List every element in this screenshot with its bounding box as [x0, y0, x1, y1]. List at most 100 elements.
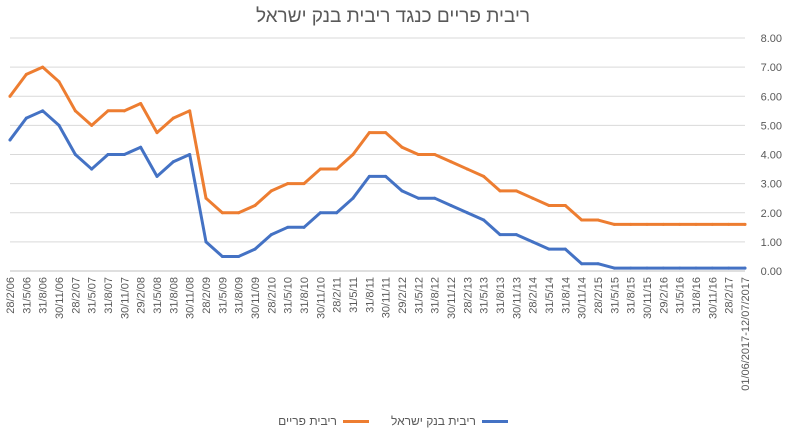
x-tick-label: 30/11/11	[381, 277, 393, 318]
data-point-boi	[710, 266, 714, 270]
x-tick-label: 29/2/16	[658, 277, 670, 314]
data-point-boi	[57, 123, 61, 127]
data-point-prime	[678, 222, 682, 226]
x-tick-label: 31/5/12	[413, 277, 425, 314]
chart-title: ריבית פריים כנגד ריבית בנק ישראל	[255, 6, 531, 27]
data-point-boi	[41, 109, 45, 113]
data-point-boi	[237, 254, 241, 258]
x-tick-label: 30/11/06	[54, 277, 66, 319]
data-point-prime	[661, 222, 665, 226]
data-point-boi	[678, 266, 682, 270]
y-tick-label: 0.00	[761, 266, 782, 278]
series-line-boi	[8, 109, 747, 270]
series-line-prime	[8, 65, 747, 226]
data-point-boi	[465, 211, 469, 215]
x-tick-label: 31/5/06	[21, 277, 33, 314]
data-point-prime	[73, 109, 77, 113]
x-tick-label: 28/2/13	[462, 277, 474, 314]
x-tick-label: 28/2/07	[70, 277, 82, 314]
data-point-prime	[24, 72, 28, 76]
x-tick-label: 31/8/16	[691, 277, 703, 314]
data-point-boi	[188, 153, 192, 156]
x-tick-label: 30/11/08	[185, 277, 197, 319]
data-point-boi	[694, 266, 698, 270]
data-point-prime	[465, 167, 469, 171]
x-tick-label: 28/2/10	[266, 277, 278, 314]
data-point-prime	[531, 196, 535, 200]
data-point-prime	[384, 131, 388, 135]
data-point-boi	[122, 153, 126, 156]
data-point-prime	[482, 174, 486, 178]
data-point-prime	[612, 222, 616, 226]
x-tick-label: 31/8/06	[38, 277, 50, 314]
data-point-boi	[629, 266, 633, 270]
x-tick-label: 31/8/07	[103, 277, 115, 314]
data-point-boi	[645, 266, 649, 270]
data-point-prime	[629, 222, 633, 226]
data-point-prime	[302, 182, 306, 186]
data-point-prime	[41, 65, 45, 69]
data-point-boi	[482, 218, 486, 222]
x-tick-label: 31/5/10	[283, 277, 295, 314]
x-tick-label: 30/11/07	[119, 277, 131, 319]
x-tick-label: 28/2/06	[5, 277, 17, 314]
legend-swatch-prime	[342, 419, 369, 423]
y-tick-label: 2.00	[761, 208, 782, 220]
data-point-prime	[563, 203, 567, 207]
x-tick-label: 31/8/11	[364, 277, 376, 313]
data-point-boi	[433, 196, 437, 200]
data-point-prime	[449, 160, 453, 164]
y-tick-label: 7.00	[761, 62, 782, 74]
data-point-boi	[596, 262, 600, 266]
y-tick-label: 6.00	[761, 91, 782, 103]
legend-swatch-boi	[481, 419, 508, 423]
data-point-boi	[547, 247, 551, 251]
data-point-prime	[710, 222, 714, 226]
x-tick-label: 30/11/14	[577, 277, 589, 319]
y-tick-label: 1.00	[761, 237, 782, 249]
data-point-boi	[580, 262, 584, 266]
data-point-boi	[367, 174, 371, 178]
data-point-prime	[743, 222, 747, 226]
data-point-prime	[416, 153, 420, 156]
data-point-boi	[351, 196, 355, 200]
x-tick-label: 31/5/08	[152, 277, 164, 314]
data-point-boi	[563, 247, 567, 251]
y-tick-label: 8.00	[761, 33, 782, 45]
x-tick-label: 31/5/16	[675, 277, 687, 314]
data-point-boi	[318, 211, 322, 215]
data-point-prime	[57, 80, 61, 84]
legend: ריבית בנק ישראל ריבית פריים	[0, 414, 786, 428]
x-tick-label: 31/5/15	[609, 277, 621, 314]
data-point-prime	[498, 189, 502, 193]
x-tick-label: 28/2/11	[332, 277, 344, 313]
x-tick-label: 31/8/14	[560, 277, 572, 314]
x-tick-label: 31/8/13	[495, 277, 507, 314]
legend-label-prime: ריבית פריים	[278, 414, 337, 428]
x-tick-label: 31/5/11	[348, 277, 360, 313]
x-tick-label: 31/8/12	[430, 277, 442, 314]
data-point-boi	[400, 189, 404, 193]
data-point-boi	[302, 225, 306, 229]
data-point-prime	[596, 218, 600, 222]
data-point-prime	[335, 167, 339, 171]
data-point-prime	[694, 222, 698, 226]
data-point-prime	[286, 182, 290, 186]
x-tick-label: 31/8/08	[168, 277, 180, 314]
x-tick-label: 28/2/15	[593, 277, 605, 314]
y-tick-label: 4.00	[761, 150, 782, 162]
y-tick-label: 5.00	[761, 120, 782, 132]
data-point-prime	[580, 218, 584, 222]
data-point-boi	[335, 211, 339, 215]
data-point-boi	[220, 254, 224, 258]
x-tick-label: 28/2/17	[724, 277, 736, 314]
data-point-boi	[269, 233, 273, 237]
data-point-prime	[171, 116, 175, 120]
x-tick-label: 31/5/09	[217, 277, 229, 314]
data-point-prime	[645, 222, 649, 226]
data-point-boi	[155, 174, 159, 178]
data-point-prime	[547, 203, 551, 207]
x-tick-label: 31/8/09	[234, 277, 246, 314]
data-point-prime	[351, 153, 355, 156]
